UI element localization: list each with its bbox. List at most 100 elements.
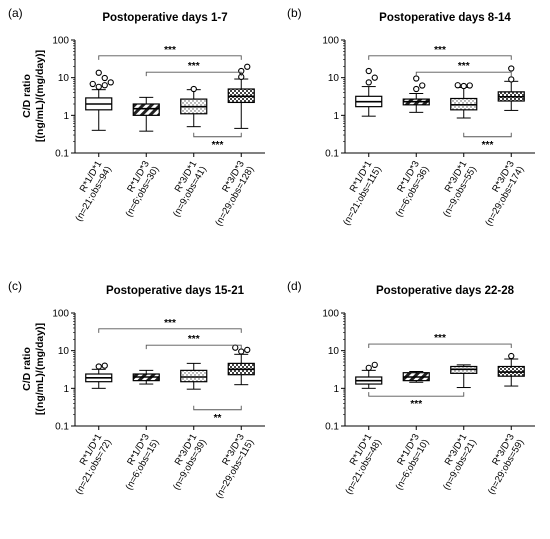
y-tick-label: 100 bbox=[322, 36, 339, 47]
outlier-point bbox=[190, 85, 197, 93]
x-tick-label: R*1/D*3(n=6;obs=30) bbox=[114, 159, 161, 219]
significance-bracket bbox=[368, 343, 512, 349]
y-axis-label-line: [(ng/mL)/(mg/day)] bbox=[34, 323, 46, 415]
outlier-point bbox=[89, 80, 96, 88]
chart-title: Postoperative days 8-14 bbox=[379, 12, 511, 24]
y-axis-label: C/D ratio[(ng/mL)/(mg/day)] bbox=[21, 323, 46, 415]
significance-label: *** bbox=[188, 61, 200, 72]
y-tick-label: 1 bbox=[333, 111, 339, 122]
x-tick-label: R*1/D*3(n=6;obs=15) bbox=[114, 432, 161, 492]
panel-b: (b) Postoperative days 8-14 0.1 1 10 100 R*1/D… bbox=[287, 6, 535, 228]
chart-title: Postoperative days 1-7 bbox=[102, 12, 227, 24]
y-tick-label: 10 bbox=[328, 346, 340, 357]
outlier-point bbox=[95, 69, 102, 76]
outlier-point bbox=[101, 362, 108, 369]
box-2 bbox=[180, 85, 208, 128]
outlier-point bbox=[454, 82, 461, 89]
y-tick-label: 10 bbox=[328, 73, 340, 84]
box-1 bbox=[402, 75, 430, 113]
significance-label: *** bbox=[164, 318, 176, 329]
panel-label: (b) bbox=[287, 6, 302, 20]
y-tick-label: 0.1 bbox=[325, 422, 339, 433]
significance-bracket bbox=[368, 55, 512, 60]
y-tick-label: 10 bbox=[58, 346, 70, 357]
significance-label: *** bbox=[188, 334, 200, 345]
outlier-point bbox=[466, 82, 473, 89]
x-tick-label: R*1/D*1(n=21;obs=72) bbox=[64, 432, 114, 497]
box-0 bbox=[355, 361, 383, 389]
outlier-point bbox=[508, 352, 515, 360]
significance-bracket bbox=[145, 71, 242, 77]
y-tick-label: 1 bbox=[63, 111, 69, 122]
y-tick-label: 0.1 bbox=[55, 149, 69, 160]
significance-label: *** bbox=[410, 399, 422, 410]
outlier-point bbox=[238, 348, 245, 355]
panel-d: (d) Postoperative days 22-28 0.1 1 10 100 R*1/… bbox=[287, 279, 535, 497]
significance-label: *** bbox=[434, 45, 446, 56]
panel-c: (c) Postoperative days 15-21 C/D ratio[(ng… bbox=[8, 279, 265, 500]
outlier-point bbox=[244, 63, 251, 70]
panel-a: (a) Postoperative days 1-7 C/D ratio[(ng/m… bbox=[8, 6, 265, 228]
box-3 bbox=[227, 344, 255, 386]
box-0 bbox=[85, 69, 114, 131]
outlier-point bbox=[371, 361, 378, 369]
chart-title: Postoperative days 15-21 bbox=[106, 285, 245, 297]
outlier-point bbox=[107, 79, 114, 86]
significance-bracket bbox=[463, 132, 512, 138]
significance-bracket bbox=[193, 132, 242, 138]
outlier-point bbox=[508, 76, 515, 83]
box-3 bbox=[497, 352, 525, 387]
y-axis-label-line: C/D ratio bbox=[21, 74, 33, 118]
outlier-point bbox=[413, 75, 420, 82]
outlier-point bbox=[101, 82, 108, 89]
significance-label: *** bbox=[212, 140, 224, 151]
y-tick-label: 100 bbox=[52, 36, 69, 47]
y-tick-label: 1 bbox=[63, 384, 69, 395]
x-tick-label: R*3/D*1(n=9;obs=41) bbox=[162, 159, 209, 219]
y-axis-label: C/D ratio[(ng/mL)/(mg/day)] bbox=[21, 50, 46, 142]
x-tick-label: R*1/D*3(n=6;obs=36) bbox=[384, 159, 431, 219]
outlier-point bbox=[95, 363, 102, 370]
outlier-point bbox=[508, 65, 515, 72]
box-1 bbox=[132, 96, 160, 132]
significance-bracket bbox=[193, 405, 242, 411]
x-tick-label: R*1/D*3(n=6;obs=10) bbox=[384, 432, 431, 492]
panel-label: (c) bbox=[8, 279, 22, 293]
significance-label: *** bbox=[482, 140, 494, 151]
significance-bracket bbox=[415, 71, 512, 77]
significance-bracket bbox=[98, 55, 242, 60]
outlier-point bbox=[101, 74, 108, 82]
x-tick-label: R*1/D*1(n=21;obs=48) bbox=[334, 432, 384, 497]
significance-label: *** bbox=[434, 333, 446, 344]
significance-label: *** bbox=[458, 61, 470, 72]
outlier-point bbox=[365, 67, 372, 75]
box-0 bbox=[85, 362, 113, 389]
y-axis-label-line: [(ng/mL)/(mg/day)] bbox=[34, 50, 46, 142]
outlier-point bbox=[95, 83, 102, 91]
y-tick-label: 10 bbox=[58, 73, 70, 84]
x-tick-label: R*1/D*1(n=21;obs=115) bbox=[332, 159, 384, 227]
x-tick-label: R*3/D*3(n=29;obs=59) bbox=[476, 432, 526, 497]
y-tick-label: 100 bbox=[322, 309, 339, 320]
significance-bracket bbox=[145, 344, 242, 350]
y-axis-label-line: C/D ratio bbox=[21, 347, 33, 391]
outlier-point bbox=[365, 364, 372, 371]
y-tick-label: 0.1 bbox=[55, 422, 69, 433]
outlier-point bbox=[365, 79, 372, 86]
box-2 bbox=[180, 362, 208, 390]
y-tick-label: 1 bbox=[333, 384, 339, 395]
box-3 bbox=[497, 65, 525, 111]
x-tick-label: R*3/D*3(n=29;obs=174) bbox=[474, 159, 527, 228]
outlier-point bbox=[232, 344, 239, 351]
outlier-point bbox=[371, 74, 378, 81]
y-tick-label: 100 bbox=[52, 309, 69, 320]
box-iqr bbox=[180, 369, 208, 383]
significance-label: ** bbox=[214, 413, 222, 424]
x-tick-label: R*3/D*1(n=9;obs=55) bbox=[432, 159, 479, 219]
x-tick-label: R*3/D*3(n=29;obs=128) bbox=[204, 159, 257, 228]
box-2 bbox=[450, 364, 478, 389]
significance-bracket bbox=[98, 328, 242, 333]
box-iqr bbox=[132, 103, 160, 116]
outlier-point bbox=[244, 346, 251, 354]
box-1 bbox=[402, 370, 430, 383]
